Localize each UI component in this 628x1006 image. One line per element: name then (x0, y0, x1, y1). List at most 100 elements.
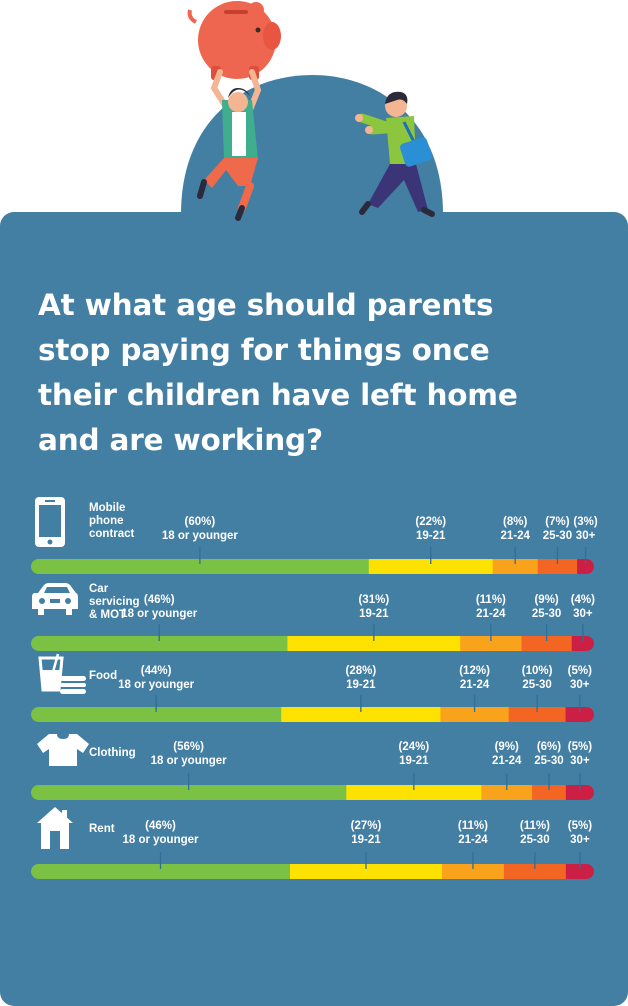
category-label-line: Car (89, 583, 109, 595)
bar-segment (565, 785, 594, 800)
bar-segment (565, 707, 594, 722)
chart-row: Rent (46%) 18 or younger (27%) 19-21 (11%) 21-… (31, 820, 594, 879)
bar-segment (346, 785, 482, 800)
data-label: (28%) (345, 665, 376, 677)
piggy-bank-icon (187, 1, 281, 80)
bar-segment (281, 707, 442, 722)
series-label: 21-24 (460, 679, 490, 691)
bar-segment (508, 707, 567, 722)
series-label: 30+ (570, 679, 590, 691)
series-label: 25-30 (534, 755, 563, 767)
data-label: (5%) (568, 741, 592, 753)
series-label: 25-30 (543, 530, 572, 542)
mobile-phone-icon (35, 497, 65, 547)
data-label: (24%) (398, 741, 429, 753)
series-label: 18 or younger (121, 608, 198, 620)
bar-segment (31, 864, 291, 879)
category-label: Car servicing & MOT (89, 583, 140, 621)
data-label: (11%) (458, 820, 488, 832)
category-label: Rent (89, 823, 115, 835)
category-label-line: Food (89, 670, 117, 682)
series-label: 25-30 (520, 834, 549, 846)
data-label: (11%) (476, 594, 506, 606)
data-label: (9%) (495, 741, 519, 753)
car-icon (32, 583, 78, 615)
data-label: (7%) (545, 516, 569, 528)
bar-segment (31, 785, 347, 800)
bar-segment (368, 559, 494, 574)
category-label-line: & MOT (89, 609, 126, 621)
data-label: (4%) (571, 594, 595, 606)
bar-segment (492, 559, 539, 574)
series-label: 19-21 (399, 755, 429, 767)
series-label: 30+ (576, 530, 596, 542)
data-label: (22%) (415, 516, 446, 528)
series-label: 21-24 (458, 834, 488, 846)
bar-segment (31, 707, 282, 722)
data-label: (46%) (145, 820, 176, 832)
chart-row: Car servicing & MOT (46%) 18 or younger (31%)… (31, 583, 595, 651)
stacked-bar (31, 559, 594, 574)
bar-segment (440, 707, 510, 722)
chart-rows: Mobile phone contract (60%) 18 or younger (22… (31, 502, 598, 879)
category-label-line: phone (89, 515, 124, 527)
data-label: (5%) (568, 820, 592, 832)
category-label-line: Rent (89, 823, 115, 835)
bar-segment (481, 785, 533, 800)
woman-figure-icon (197, 69, 262, 221)
category-label-line: contract (89, 528, 135, 540)
chart-row: Clothing (56%) 18 or younger (24%) 19-21 (9%)… (31, 741, 594, 800)
data-label: (3%) (573, 516, 597, 528)
category-label-line: Clothing (89, 747, 136, 759)
stacked-bar (31, 707, 594, 722)
bar-segment (31, 636, 289, 651)
series-label: 21-24 (492, 755, 522, 767)
series-label: 19-21 (351, 834, 381, 846)
category-label-line: Mobile (89, 502, 125, 514)
title-line: and are working? (38, 423, 323, 457)
title-line: At what age should parents (38, 288, 494, 322)
bar-segment (31, 559, 370, 574)
bar-segment (537, 559, 578, 574)
series-label: 30+ (573, 608, 593, 620)
bar-segment (532, 785, 567, 800)
series-label: 18 or younger (118, 679, 195, 691)
data-label: (9%) (534, 594, 558, 606)
data-label: (46%) (144, 594, 175, 606)
chart-row: Food (44%) 18 or younger (28%) 19-21 (12%) 21-… (31, 665, 594, 722)
data-label: (27%) (351, 820, 382, 832)
bar-segment (289, 864, 443, 879)
bar-segment (521, 636, 573, 651)
category-label: Mobile phone contract (89, 502, 135, 540)
bar-segment (503, 864, 567, 879)
data-label: (6%) (537, 741, 561, 753)
house-icon (37, 807, 73, 849)
series-label: 18 or younger (122, 834, 199, 846)
data-label: (10%) (522, 665, 553, 677)
bar-segment (441, 864, 505, 879)
stacked-bar (31, 785, 594, 800)
tshirt-icon (37, 734, 89, 766)
title-line: stop paying for things once (38, 333, 490, 367)
bar-segment (565, 864, 594, 879)
man-figure-icon (355, 91, 435, 217)
bar-segment (287, 636, 461, 651)
chart-row: Mobile phone contract (60%) 18 or younger (22… (31, 502, 598, 574)
title-line: their children have left home (38, 378, 518, 412)
series-label: 18 or younger (162, 530, 239, 542)
data-label: (31%) (358, 594, 389, 606)
category-label-line: servicing (89, 596, 140, 608)
bar-segment (460, 636, 523, 651)
data-label: (44%) (141, 665, 172, 677)
data-label: (8%) (503, 516, 527, 528)
data-label: (60%) (185, 516, 216, 528)
series-label: 21-24 (476, 608, 506, 620)
category-label: Clothing (89, 747, 136, 759)
series-label: 19-21 (359, 608, 389, 620)
stacked-bar (31, 636, 594, 651)
series-label: 25-30 (522, 679, 551, 691)
series-label: 19-21 (416, 530, 446, 542)
series-label: 19-21 (346, 679, 376, 691)
bar-segment (571, 636, 594, 651)
